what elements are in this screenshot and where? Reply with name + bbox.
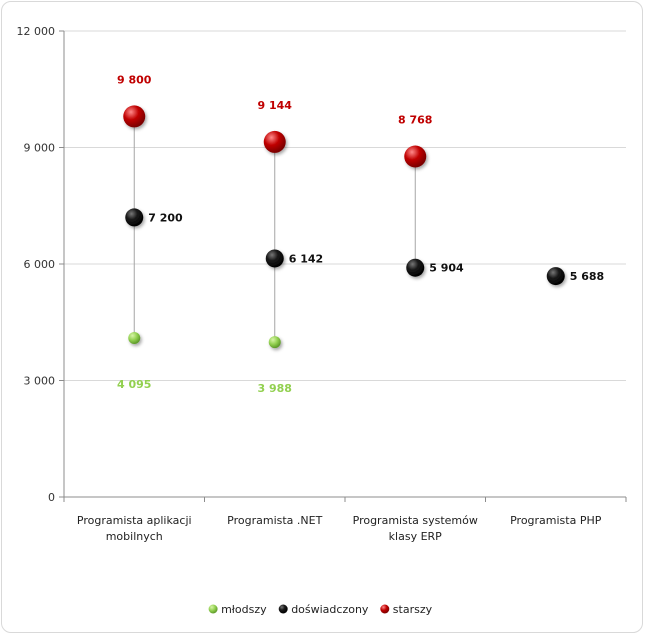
point-młodszy — [128, 331, 141, 344]
data-label-doświadczony: 5 688 — [570, 270, 604, 283]
x-category-label: Programista systemów klasy ERP — [353, 514, 478, 543]
data-labels: 4 095 3 988 7 200 6 142 5 904 5 688 9 800 9 144… — [117, 73, 604, 395]
y-tick-label: 0 — [48, 491, 55, 504]
legend-marker-doświadczony — [278, 604, 288, 614]
point-starszy — [404, 145, 427, 168]
x-category-label-line: mobilnych — [106, 530, 163, 543]
point-starszy — [263, 130, 286, 153]
x-category-label-line: Programista PHP — [510, 514, 602, 527]
x-category-label: Programista .NET — [227, 514, 322, 527]
data-label-doświadczony: 6 142 — [289, 252, 323, 265]
legend-marker-starszy — [380, 604, 390, 614]
legend-marker-młodszy — [208, 604, 218, 614]
point-doświadczony — [406, 258, 425, 277]
point-doświadczony — [125, 208, 144, 227]
data-label-młodszy: 3 988 — [258, 382, 292, 395]
data-label-doświadczony: 5 904 — [429, 262, 464, 275]
x-category-label: Programista aplikacji mobilnych — [77, 514, 192, 543]
point-doświadczony — [546, 267, 565, 286]
range-lines — [133, 116, 416, 343]
x-category-label-line: klasy ERP — [389, 530, 442, 543]
y-tick-label: 12 000 — [17, 25, 56, 38]
legend-label-młodszy: młodszy — [221, 603, 267, 616]
data-label-starszy: 9 144 — [258, 99, 293, 112]
x-category-label-line: Programista systemów — [353, 514, 478, 527]
point-starszy — [123, 105, 146, 128]
legend: młodszy doświadczony starszy — [208, 603, 433, 616]
data-label-doświadczony: 7 200 — [148, 211, 183, 224]
data-label-starszy: 9 800 — [117, 73, 152, 86]
point-doświadczony — [265, 249, 284, 268]
x-category-label: Programista PHP — [510, 514, 602, 527]
data-points — [123, 105, 565, 349]
data-label-młodszy: 4 095 — [117, 378, 151, 391]
x-category-label-line: Programista .NET — [227, 514, 322, 527]
y-tick-label: 6 000 — [24, 258, 56, 271]
data-label-starszy: 8 768 — [398, 114, 432, 127]
y-tick-label: 3 000 — [24, 375, 56, 388]
x-category-label-line: Programista aplikacji — [77, 514, 192, 527]
legend-label-starszy: starszy — [393, 603, 433, 616]
gridlines — [64, 30, 626, 381]
y-tick-label: 9 000 — [24, 142, 56, 155]
axes: 0 3 000 6 000 9 000 12 000 Programista aplika… — [17, 25, 627, 543]
legend-label-doświadczony: doświadczony — [291, 603, 369, 616]
point-młodszy — [268, 336, 281, 349]
